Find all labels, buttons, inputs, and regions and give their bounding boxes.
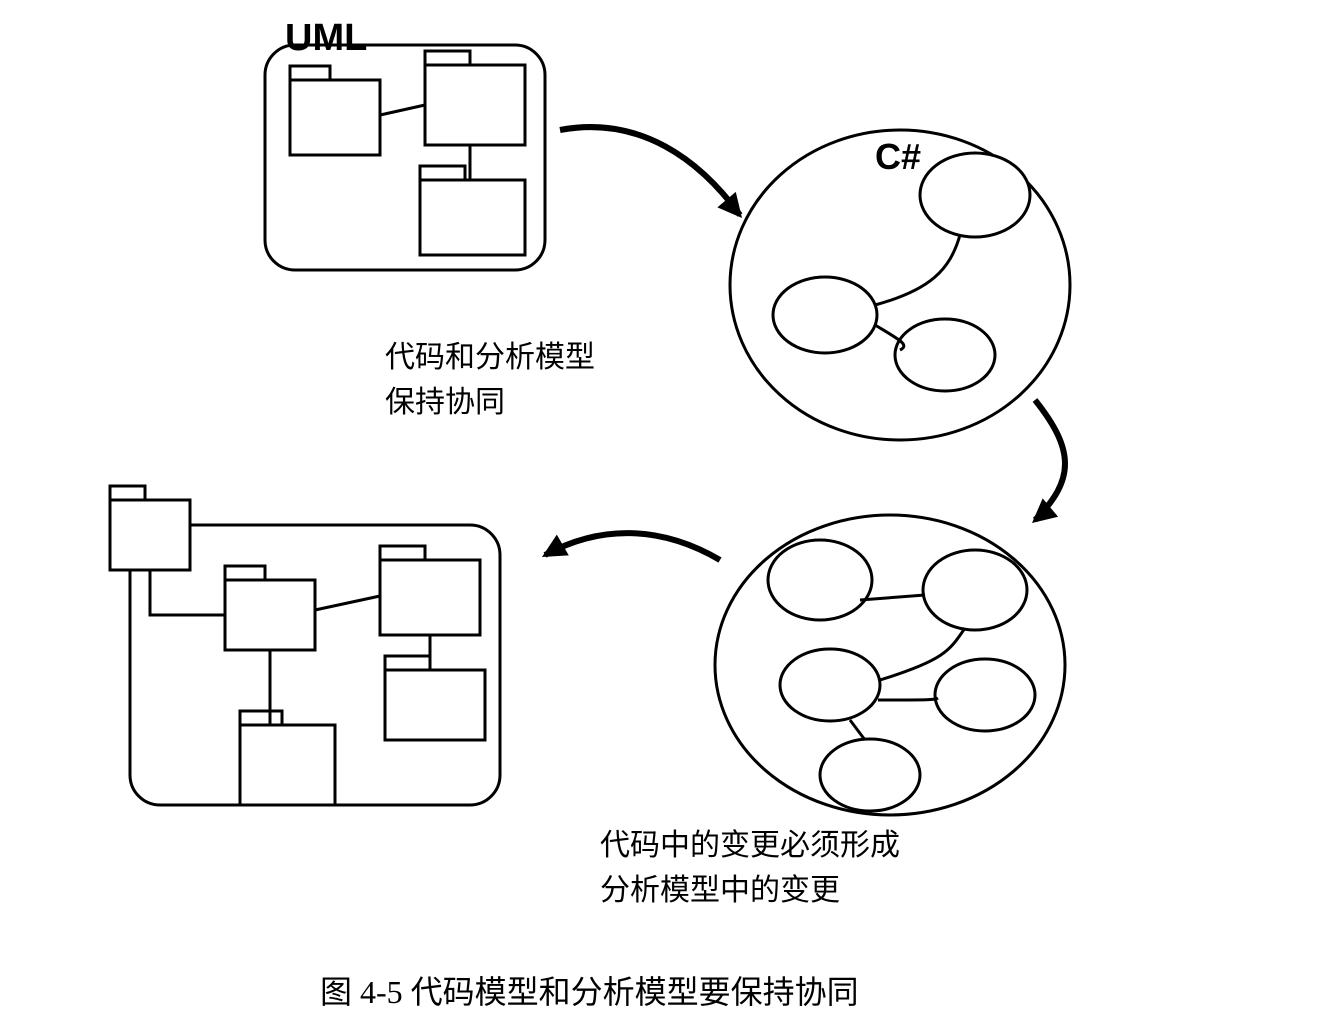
figure-caption: 图 4-5 代码模型和分析模型要保持协同 bbox=[320, 968, 859, 1016]
diagram-canvas: UML C# 代码和分析模型 保持协同 代码中的变更必须形成 分析模型中的变更 … bbox=[0, 0, 1320, 1026]
uml-title: UML bbox=[285, 10, 367, 67]
annotation-1-line-1: 代码和分析模型 bbox=[385, 335, 595, 380]
annotation-1-line-2: 保持协同 bbox=[385, 380, 505, 425]
csharp-title: C# bbox=[875, 130, 921, 184]
annotation-2-line-1: 代码中的变更必须形成 bbox=[600, 823, 900, 868]
annotation-2-line-2: 分析模型中的变更 bbox=[600, 868, 840, 913]
